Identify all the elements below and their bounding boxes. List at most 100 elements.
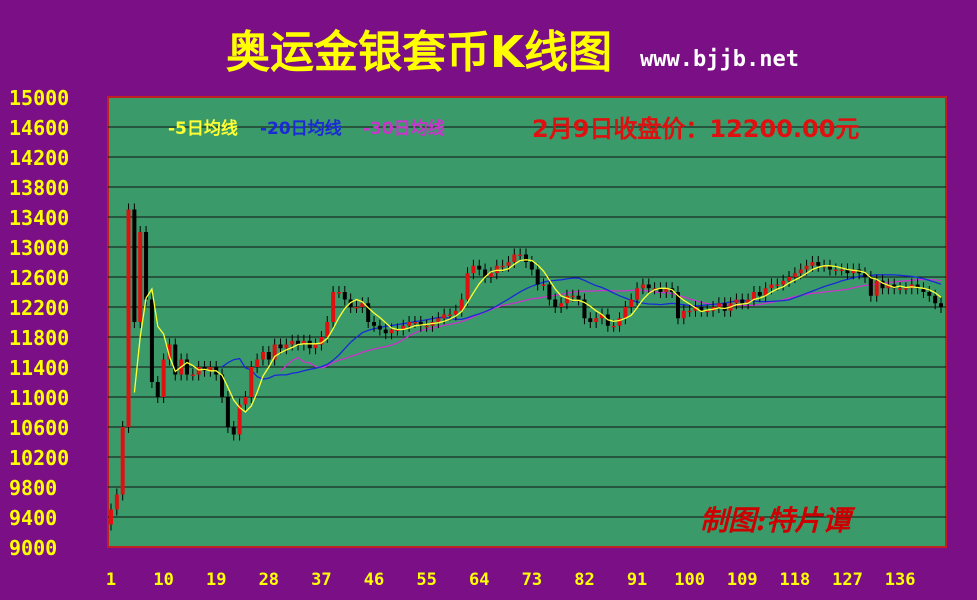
candle-body (863, 273, 868, 277)
candle-body (915, 284, 920, 289)
ma5-path (133, 259, 942, 413)
candle-body (827, 265, 832, 270)
website-label: www.bjjb.net (640, 47, 799, 72)
candle-body (518, 254, 523, 256)
candle-body (155, 382, 160, 397)
candle-body (342, 292, 347, 300)
candle-body (266, 352, 271, 360)
candle-body (880, 280, 885, 289)
candle-body (903, 288, 908, 290)
x-tick-label: 19 (206, 570, 226, 590)
legend-ma30: -30日均线 (363, 118, 445, 139)
candle-body (529, 262, 534, 270)
legend-ma5: -5日均线 (168, 118, 238, 139)
candle-body (851, 269, 856, 274)
candle-body (611, 325, 616, 328)
candle-body (921, 288, 926, 292)
y-tick-label: 13800 (9, 176, 69, 200)
candle-body (477, 265, 482, 270)
x-tick-label: 28 (259, 570, 279, 590)
candle-body (798, 269, 803, 274)
candle-body (114, 494, 119, 510)
candle-body (488, 273, 493, 277)
candle-body (336, 292, 341, 294)
candle-body (407, 322, 412, 326)
candle-body (372, 322, 377, 326)
candle-body (693, 307, 698, 311)
candle-body (377, 325, 382, 330)
y-tick-label: 9000 (9, 536, 57, 560)
candle-body (459, 299, 464, 311)
x-tick-label: 118 (780, 570, 811, 590)
candle-body (360, 303, 365, 307)
x-tick-label: 82 (574, 570, 594, 590)
candle-body (278, 344, 283, 349)
candle-body (173, 344, 178, 375)
candle-body (757, 292, 762, 296)
candle-body (617, 318, 622, 326)
candle-body (424, 325, 429, 328)
candle-body (453, 310, 458, 315)
x-tick-label: 127 (832, 570, 863, 590)
x-tick-label: 109 (727, 570, 758, 590)
candle-body (506, 262, 511, 266)
candle-body (675, 292, 680, 319)
candle-body (237, 404, 242, 435)
candle-body (576, 295, 581, 300)
ma20-line (221, 274, 942, 380)
candle-body (716, 303, 721, 307)
author-label: 制图:特片谭 (700, 504, 856, 537)
y-tick-label: 10200 (9, 446, 69, 470)
y-tick-label: 10600 (9, 416, 69, 440)
candle-body (208, 367, 213, 371)
candles (109, 203, 943, 531)
candle-body (149, 299, 154, 382)
candle-body (354, 307, 359, 309)
x-tick-label: 73 (522, 570, 542, 590)
candle-body (588, 318, 593, 322)
candle-body (781, 280, 786, 285)
candle-body (547, 284, 552, 300)
candle-body (395, 329, 400, 331)
x-tick-label: 91 (627, 570, 647, 590)
candle-body (524, 254, 528, 262)
candle-body (553, 299, 558, 307)
candle-body (734, 299, 739, 304)
candle-body (442, 314, 447, 319)
candle-body (559, 303, 564, 307)
candle-body (594, 318, 599, 322)
candle-body (512, 254, 517, 262)
candle-body (792, 273, 797, 277)
candle-body (126, 209, 131, 427)
candle-body (494, 265, 499, 274)
candle-body (313, 344, 318, 349)
legend-ma20: -20日均线 (260, 118, 342, 139)
candle-body (687, 310, 692, 313)
candle-body (296, 340, 301, 345)
candle-body (822, 265, 827, 268)
candle-body (646, 284, 651, 289)
y-tick-label: 9400 (9, 506, 57, 530)
candle-body (705, 310, 710, 313)
candle-body (255, 359, 260, 367)
candle-body (816, 262, 821, 266)
candle-body (640, 284, 645, 289)
candle-body (325, 322, 330, 337)
x-tick-label: 64 (469, 570, 489, 590)
candle-body (167, 344, 172, 360)
candle-body (500, 265, 505, 268)
candle-body (833, 269, 838, 271)
candle-body (319, 337, 324, 345)
candle-body (763, 288, 768, 296)
ma30-line (280, 278, 942, 372)
candle-body (190, 374, 195, 376)
x-tick-label: 10 (153, 570, 173, 590)
candle-body (874, 280, 879, 296)
candle-body (751, 292, 756, 300)
candle-body (132, 209, 137, 322)
candle-body (465, 273, 470, 300)
y-tick-label: 15000 (9, 86, 69, 110)
candle-body (120, 427, 125, 495)
y-tick-label: 14600 (9, 116, 69, 140)
